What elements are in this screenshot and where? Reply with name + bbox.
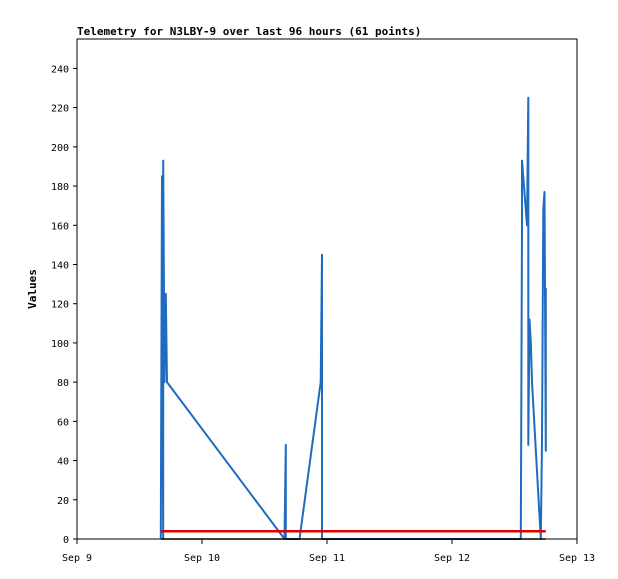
x-tick-label: Sep 12 (434, 553, 470, 564)
x-tick-label: Sep 9 (62, 553, 92, 564)
y-tick-label: 60 (57, 417, 69, 428)
y-tick-label: 80 (57, 378, 69, 389)
y-tick-label: 20 (57, 496, 69, 507)
plot-area (76, 38, 578, 540)
y-tick-label: 0 (63, 535, 69, 546)
x-tick-label: Sep 13 (559, 553, 595, 564)
y-tick-label: 160 (51, 221, 69, 232)
y-tick-label: 180 (51, 182, 69, 193)
y-tick-label: 100 (51, 339, 69, 350)
chart-title: Telemetry for N3LBY-9 over last 96 hours… (77, 25, 421, 38)
series-group (159, 96, 547, 540)
y-axis: 0 20 40 60 80 100 120 140 160 180 200 220 240 (51, 64, 77, 546)
y-tick-label: 120 (51, 300, 69, 311)
y-axis-label: Values (26, 269, 39, 309)
y-tick-label: 240 (51, 64, 69, 75)
y-tick-label: 200 (51, 143, 69, 154)
y-tick-label: 220 (51, 104, 69, 115)
y-tick-label: 40 (57, 457, 69, 468)
x-tick-label: Sep 11 (309, 553, 345, 564)
y-tick-label: 140 (51, 260, 69, 271)
x-axis: Sep 9 Sep 10 Sep 11 Sep 12 Sep 13 (62, 539, 595, 564)
x-tick-label: Sep 10 (184, 553, 220, 564)
